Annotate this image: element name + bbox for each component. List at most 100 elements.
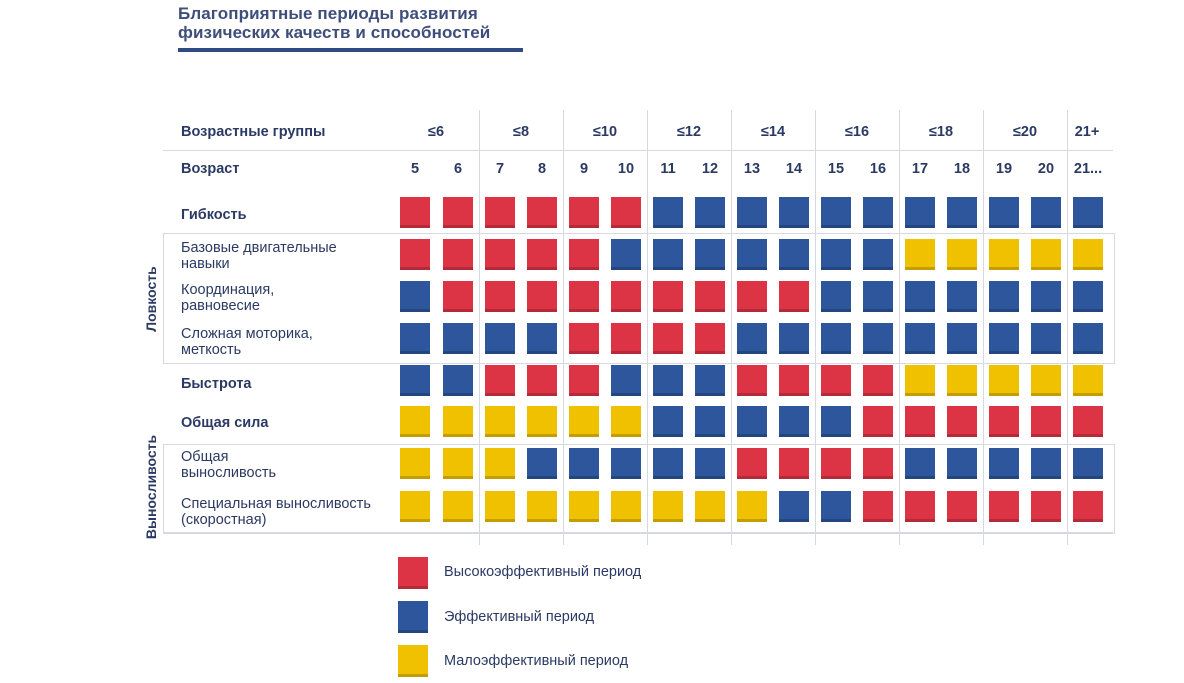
title-underline — [178, 48, 523, 52]
legend-swatch-low — [398, 645, 428, 677]
age-label-cell: 5 — [410, 161, 420, 177]
age-label-cell: 10 — [617, 161, 635, 177]
age-label-cell: 11 — [660, 161, 676, 177]
heatmap-cell — [1073, 448, 1103, 479]
heatmap-cell — [400, 281, 430, 312]
group-divider — [563, 110, 564, 545]
heatmap-cell — [821, 281, 851, 312]
heatmap-cell — [779, 281, 809, 312]
age-group-label: ≤12 — [676, 124, 702, 140]
heatmap-cell — [905, 239, 935, 270]
heatmap-cell — [653, 239, 683, 270]
heatmap-cell — [443, 491, 473, 522]
title-line-1: Благоприятные периоды развития — [178, 4, 478, 23]
group-divider — [479, 110, 480, 545]
heatmap-cell — [485, 448, 515, 479]
heatmap-cell — [611, 239, 641, 270]
heatmap-cell — [485, 323, 515, 354]
heatmap-cell — [1073, 365, 1103, 396]
heatmap-cell — [400, 406, 430, 437]
heatmap-cell — [527, 365, 557, 396]
heatmap-cell — [905, 406, 935, 437]
heatmap-cell — [905, 365, 935, 396]
heatmap-cell — [1073, 239, 1103, 270]
heatmap-cell — [695, 491, 725, 522]
heatmap-cell — [821, 239, 851, 270]
heatmap-cell — [695, 281, 725, 312]
heatmap-cell — [569, 365, 599, 396]
heatmap-cell — [947, 491, 977, 522]
age-label-cell: 18 — [953, 161, 971, 177]
legend-swatch-high — [398, 557, 428, 589]
heatmap-cell — [947, 365, 977, 396]
heatmap-cell — [1031, 448, 1061, 479]
heatmap-cell — [863, 323, 893, 354]
heatmap-cell — [863, 281, 893, 312]
heatmap-cell — [1073, 197, 1103, 228]
age-label-cell: 15 — [827, 161, 845, 177]
heatmap-cell — [569, 281, 599, 312]
heatmap-cell — [779, 197, 809, 228]
age-group-label: ≤20 — [1012, 124, 1038, 140]
heatmap-cell — [485, 491, 515, 522]
heatmap-cell — [947, 239, 977, 270]
legend-swatch-effective — [398, 601, 428, 633]
row-label-flexibility: Гибкость — [181, 207, 247, 223]
heatmap-cell — [947, 281, 977, 312]
row-label-basic-motor-skills: Базовые двигательные навыки — [181, 240, 337, 272]
heatmap-cell — [779, 491, 809, 522]
heatmap-cell — [653, 281, 683, 312]
heatmap-cell — [611, 491, 641, 522]
heatmap-cell — [1073, 406, 1103, 437]
heatmap-cell — [400, 365, 430, 396]
heatmap-cell — [989, 323, 1019, 354]
heatmap-cell — [989, 281, 1019, 312]
age-label-cell: 7 — [495, 161, 505, 177]
heatmap-cell — [779, 323, 809, 354]
heatmap-cell — [821, 365, 851, 396]
heatmap-cell — [947, 323, 977, 354]
heatmap-cell — [821, 197, 851, 228]
heatmap-cell — [947, 448, 977, 479]
heatmap-cell — [779, 448, 809, 479]
row-label-general-strength: Общая сила — [181, 415, 269, 431]
heatmap-cell — [443, 197, 473, 228]
heatmap-cell — [443, 448, 473, 479]
heatmap-cell — [863, 239, 893, 270]
heatmap-cell — [863, 365, 893, 396]
age-groups-label: Возрастные группы — [181, 124, 326, 140]
heatmap-cell — [695, 239, 725, 270]
heatmap-cell — [821, 448, 851, 479]
heatmap-cell — [611, 197, 641, 228]
heatmap-cell — [611, 448, 641, 479]
heatmap-cell — [863, 448, 893, 479]
heatmap-cell — [400, 448, 430, 479]
heatmap-cell — [1073, 281, 1103, 312]
legend-label-high: Высокоэффективный период — [444, 564, 642, 580]
age-group-label: ≤8 — [512, 124, 530, 140]
heatmap-cell — [695, 406, 725, 437]
heatmap-cell — [863, 406, 893, 437]
heatmap-cell — [569, 406, 599, 437]
heatmap-cell — [443, 239, 473, 270]
heatmap-cell — [737, 491, 767, 522]
heatmap-cell — [821, 406, 851, 437]
age-group-label: ≤10 — [592, 124, 618, 140]
bottom-divider — [163, 532, 1113, 533]
title-line-2: физических качеств и способностей — [178, 23, 491, 42]
heatmap-cell — [737, 197, 767, 228]
endurance-group-box — [163, 444, 1115, 534]
heatmap-cell — [611, 281, 641, 312]
heatmap-cell — [779, 239, 809, 270]
heatmap-cell — [1073, 491, 1103, 522]
heatmap-cell — [400, 491, 430, 522]
heatmap-cell — [989, 365, 1019, 396]
heatmap-cell — [485, 406, 515, 437]
age-label-cell: 12 — [701, 161, 719, 177]
heatmap-cell — [527, 323, 557, 354]
heatmap-cell — [653, 323, 683, 354]
heatmap-cell — [400, 323, 430, 354]
age-label-cell: 14 — [785, 161, 803, 177]
heatmap-cell — [695, 365, 725, 396]
heatmap-cell — [485, 365, 515, 396]
